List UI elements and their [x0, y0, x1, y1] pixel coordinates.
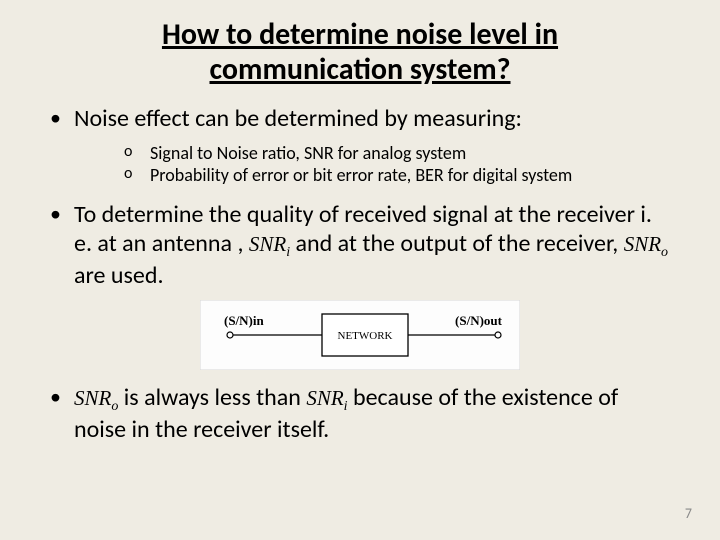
- title-line-2: communication system?: [210, 51, 511, 88]
- bullet-3: SNRo is always less than SNRi because of…: [48, 384, 672, 445]
- network-diagram-wrap: NETWORK (S/N)in (S/N)out: [48, 300, 672, 370]
- bullet-2-part2: and at the output of the receiver,: [290, 229, 624, 258]
- svg-text:(S/N)out: (S/N)out: [455, 313, 503, 328]
- svg-text:(S/N)in: (S/N)in: [224, 313, 265, 328]
- title-line-1: How to determine noise level in: [162, 16, 558, 53]
- bullet-list: Noise effect can be determined by measur…: [48, 105, 672, 290]
- snr-o-sub: o: [661, 245, 668, 260]
- bullet-3-mid: is always less than: [118, 383, 306, 412]
- bullet-1-text: Noise effect can be determined by measur…: [74, 104, 522, 133]
- snr-i-inline: SNRi: [249, 232, 290, 256]
- slide-title: How to determine noise level in communic…: [48, 18, 672, 87]
- bullet-2: To determine the quality of received sig…: [48, 201, 672, 291]
- snr-i-text-2: SNR: [306, 386, 343, 410]
- sub-list-1: Signal to Noise ratio, SNR for analog sy…: [74, 134, 672, 195]
- sub-1a: Signal to Noise ratio, SNR for analog sy…: [124, 142, 672, 165]
- snr-o-text-2: SNR: [74, 386, 111, 410]
- network-diagram: NETWORK (S/N)in (S/N)out: [200, 300, 520, 370]
- sub-1b: Probability of error or bit error rate, …: [124, 164, 672, 187]
- bullet-1: Noise effect can be determined by measur…: [48, 105, 672, 195]
- svg-text:NETWORK: NETWORK: [338, 330, 393, 342]
- snr-o-inline: SNRo: [624, 232, 668, 256]
- snr-i-text: SNR: [249, 232, 286, 256]
- bullet-2-part3: are used.: [74, 261, 164, 290]
- snr-o-inline-2: SNRo: [74, 386, 118, 410]
- page-number: 7: [685, 505, 692, 522]
- bullet-list-2: SNRo is always less than SNRi because of…: [48, 384, 672, 445]
- snr-i-inline-2: SNRi: [306, 386, 347, 410]
- snr-o-text: SNR: [624, 232, 661, 256]
